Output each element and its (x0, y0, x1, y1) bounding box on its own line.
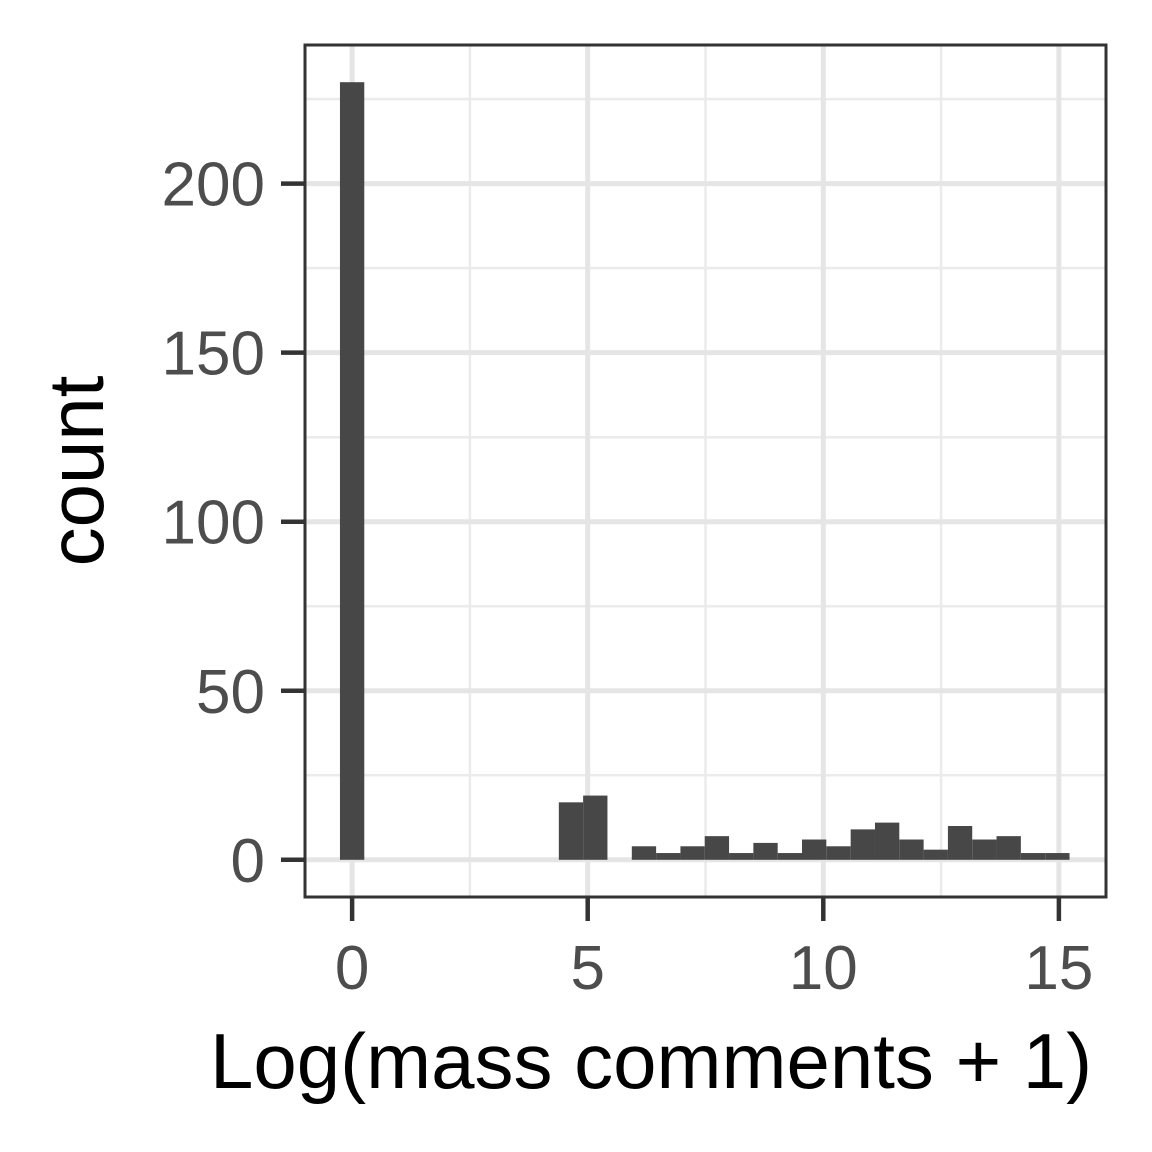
panel-border (303, 43, 1108, 899)
x-axis-title: Log(mass comments + 1) (210, 1017, 1092, 1105)
histogram-bar (339, 82, 365, 860)
y-tick-label: 100 (162, 489, 265, 558)
histogram-bar (899, 839, 924, 860)
histogram-bar (996, 836, 1021, 860)
histogram-bar (972, 839, 997, 860)
histogram-bar (656, 853, 681, 860)
histogram-bar (850, 829, 875, 860)
histogram-bar (631, 846, 657, 860)
histogram-bar (558, 802, 584, 860)
y-tick-label: 0 (231, 827, 265, 896)
histogram-bar (801, 839, 827, 860)
histogram-bar (753, 842, 778, 860)
histogram-bar (583, 795, 608, 860)
histogram-bar (874, 822, 900, 860)
histogram-bar (729, 853, 754, 860)
histogram-bar (1045, 853, 1070, 860)
histogram-bars (339, 82, 1070, 860)
histogram-bar (947, 826, 973, 860)
x-tick-label: 10 (789, 934, 858, 1003)
histogram-bar (826, 846, 851, 860)
y-axis-title: count (32, 375, 120, 566)
x-tick-label: 0 (335, 934, 369, 1003)
histogram-bar (704, 836, 730, 860)
y-tick-label: 150 (162, 320, 265, 389)
histogram-bar (680, 846, 705, 860)
y-tick-label: 200 (162, 151, 265, 220)
histogram-bar (1020, 853, 1046, 860)
y-tick-label: 50 (196, 658, 265, 727)
histogram-bar (923, 849, 948, 860)
histogram-bar (777, 853, 802, 860)
x-tick-label: 15 (1024, 934, 1093, 1003)
x-tick-label: 5 (570, 934, 604, 1003)
